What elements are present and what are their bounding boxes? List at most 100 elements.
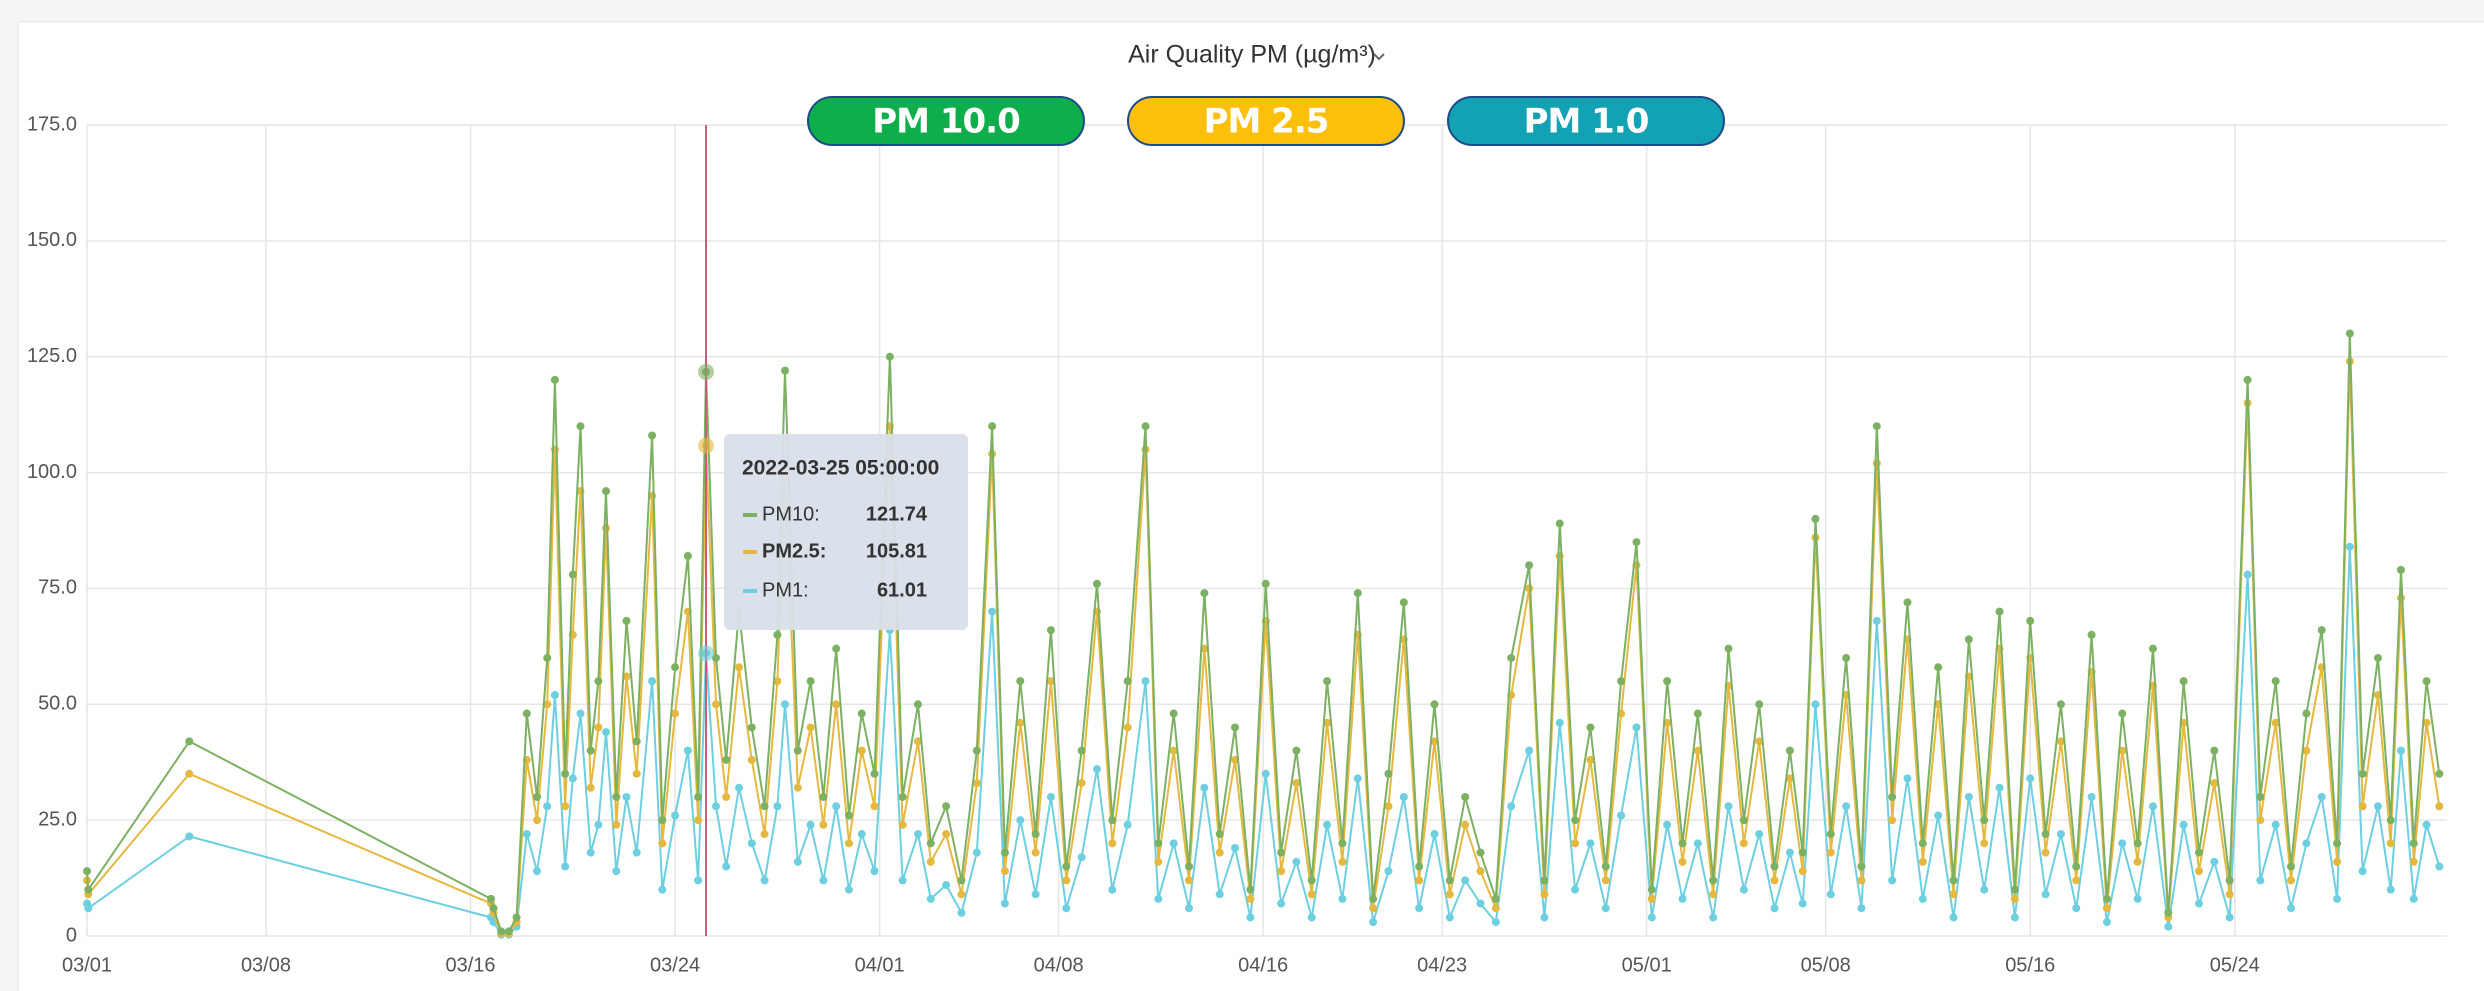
data-point: [1555, 718, 1564, 727]
legend-label[interactable]: PM 2.5: [1204, 102, 1330, 142]
data-point: [2396, 593, 2405, 602]
data-point: [972, 746, 981, 755]
data-point: [1540, 876, 1549, 885]
data-point: [1369, 894, 1378, 903]
data-point: [2010, 913, 2019, 922]
data-point: [1798, 848, 1807, 857]
legend-button[interactable]: PM 2.5: [1127, 96, 1405, 146]
data-point: [1709, 890, 1718, 899]
data-point: [844, 811, 853, 820]
data-point: [1739, 839, 1748, 848]
hover-point: [698, 437, 715, 454]
data-point: [2010, 894, 2019, 903]
data-point: [1709, 913, 1718, 922]
data-point: [1964, 635, 1973, 644]
data-point: [1077, 779, 1086, 788]
data-point: [622, 672, 631, 681]
data-point: [1872, 616, 1881, 625]
data-point: [1980, 885, 1989, 894]
panel-title[interactable]: Air Quality PM (µg/m³): [1128, 41, 1385, 69]
data-point: [1108, 885, 1117, 894]
data-point: [2102, 904, 2111, 913]
data-point: [1016, 816, 1025, 825]
data-point: [2287, 862, 2296, 871]
data-point: [1000, 848, 1009, 857]
y-tick-label: 75.0: [38, 577, 77, 599]
data-point: [2333, 839, 2342, 848]
data-point: [658, 839, 667, 848]
legend-button[interactable]: PM 10.0: [807, 96, 1085, 146]
data-point: [1338, 894, 1347, 903]
data-point: [1292, 746, 1301, 755]
data-point: [2435, 802, 2444, 811]
legend-label[interactable]: PM 10.0: [872, 102, 1021, 142]
data-point: [671, 709, 680, 718]
data-point: [2302, 746, 2311, 755]
data-point: [1154, 857, 1163, 866]
data-point: [1507, 802, 1516, 811]
data-point: [522, 709, 531, 718]
data-point: [819, 876, 828, 885]
data-point: [2409, 839, 2418, 848]
data-point: [2194, 848, 2203, 857]
data-point: [1338, 857, 1347, 866]
data-point: [1200, 783, 1209, 792]
legend-button-bg[interactable]: [1447, 96, 1725, 146]
legend-button[interactable]: PM 1.0: [1447, 96, 1725, 146]
data-point: [1571, 839, 1580, 848]
data-point: [602, 487, 611, 496]
data-point: [1755, 700, 1764, 709]
data-point: [594, 677, 603, 686]
data-point: [1108, 816, 1117, 825]
data-point: [2271, 677, 2280, 686]
chevron[interactable]: [1373, 53, 1385, 61]
data-point: [926, 857, 935, 866]
data-point: [1307, 876, 1316, 885]
data-point: [1415, 904, 1424, 913]
data-point: [1000, 899, 1009, 908]
data-point: [2133, 857, 2142, 866]
x-tick-label: 04/08: [1034, 954, 1084, 976]
data-point: [1031, 890, 1040, 899]
data-point: [648, 677, 657, 686]
data-point: [1798, 867, 1807, 876]
data-point: [760, 802, 769, 811]
data-point: [773, 630, 782, 639]
data-point: [1888, 876, 1897, 885]
data-point: [533, 816, 542, 825]
data-point: [1586, 723, 1595, 732]
data-point: [747, 839, 756, 848]
data-point: [1934, 811, 1943, 820]
data-point: [1307, 890, 1316, 899]
legend-button-bg[interactable]: [1127, 96, 1405, 146]
data-point: [2026, 616, 2035, 625]
data-point: [2358, 769, 2367, 778]
data-point: [568, 570, 577, 579]
data-point: [2435, 862, 2444, 871]
data-point: [543, 653, 552, 662]
data-point: [898, 820, 907, 829]
data-point: [2358, 867, 2367, 876]
data-point: [793, 783, 802, 792]
data-point: [972, 779, 981, 788]
data-point: [1857, 904, 1866, 913]
legend-button-bg[interactable]: [807, 96, 1085, 146]
data-point: [1811, 514, 1820, 523]
chart-title[interactable]: Air Quality PM (µg/m³): [1128, 41, 1376, 69]
y-tick-label: 125.0: [27, 345, 77, 367]
data-point: [781, 700, 790, 709]
data-point: [1507, 653, 1516, 662]
legend-label[interactable]: PM 1.0: [1524, 102, 1650, 142]
data-point: [1246, 913, 1255, 922]
data-point: [1739, 816, 1748, 825]
data-point: [2210, 779, 2219, 788]
data-point: [602, 524, 611, 533]
data-point: [1307, 913, 1316, 922]
data-point: [1215, 848, 1224, 857]
data-point: [2102, 894, 2111, 903]
y-tick-label: 0: [66, 924, 77, 946]
data-point: [1261, 769, 1270, 778]
data-point: [2210, 746, 2219, 755]
data-point: [1724, 644, 1733, 653]
data-point: [957, 890, 966, 899]
